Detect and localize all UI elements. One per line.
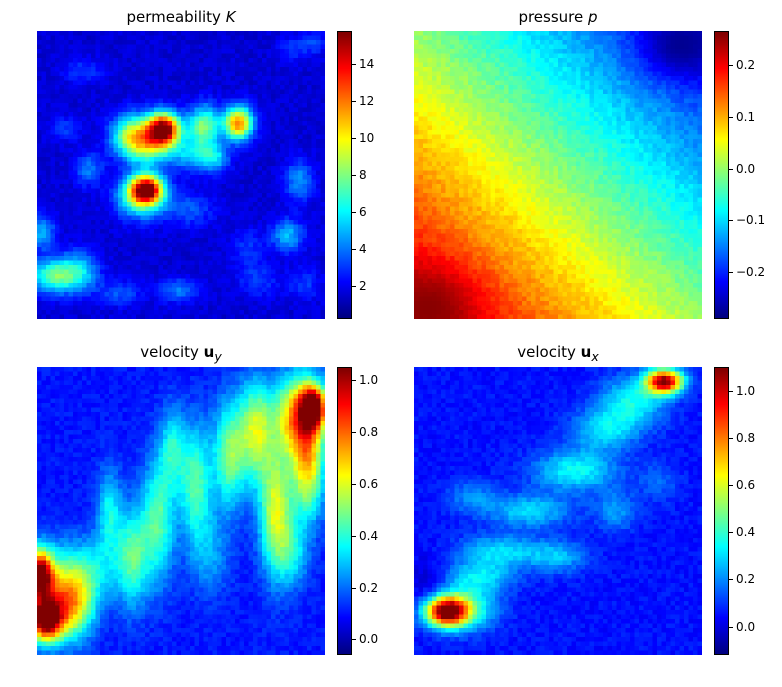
- colorbar-tick: [352, 138, 356, 139]
- colorbar-tick: [352, 432, 356, 433]
- title-subscript: y: [214, 349, 222, 364]
- title-var: p: [588, 8, 598, 26]
- colorbar-tick-label: 0.0: [359, 632, 379, 646]
- colorbar-tick-label: 0.2: [736, 58, 756, 72]
- colorbar-tick-label: 6: [359, 205, 367, 219]
- colorbar-tick: [352, 175, 356, 176]
- colorbar-pressure: [714, 31, 729, 319]
- colorbar-tick-label: 10: [359, 131, 375, 145]
- colorbar-tick: [352, 286, 356, 287]
- colorbar-tick: [352, 536, 356, 537]
- title-var: u: [580, 343, 592, 361]
- colorbar-tick: [729, 220, 733, 221]
- title-text: permeability: [126, 8, 226, 26]
- colorbar-tick-label: 0.4: [359, 529, 379, 543]
- colorbar-tick: [352, 639, 356, 640]
- heatmap-velocity-ux: [414, 367, 702, 655]
- colorbar-tick-label: 0.0: [736, 162, 756, 176]
- colorbar-tick: [729, 117, 733, 118]
- colorbar-velocity-uy: [337, 367, 352, 655]
- colorbar-tick-label: −0.2: [736, 265, 766, 279]
- colorbar-tick-label: 0.2: [736, 572, 756, 586]
- colorbar-tick: [352, 249, 356, 250]
- colorbar-tick-label: 0.6: [736, 478, 756, 492]
- title-text: pressure: [518, 8, 589, 26]
- colorbar-tick: [729, 438, 733, 439]
- colorbar-velocity-ux: [714, 367, 729, 655]
- colorbar-tick-label: 0.8: [359, 425, 379, 439]
- colorbar-tick: [729, 485, 733, 486]
- colorbar-tick: [729, 627, 733, 628]
- colorbar-tick-label: 4: [359, 242, 367, 256]
- colorbar-tick: [729, 579, 733, 580]
- chart-title-permeability: permeability K: [37, 8, 325, 26]
- heatmap-velocity-uy: [37, 367, 325, 655]
- colorbar-tick-label: −0.1: [736, 213, 766, 227]
- colorbar-tick-label: 12: [359, 94, 375, 108]
- colorbar-tick: [729, 65, 733, 66]
- heatmap-permeability: [37, 31, 325, 319]
- colorbar-tick-label: 0.6: [359, 477, 379, 491]
- colorbar-tick: [729, 169, 733, 170]
- chart-title-pressure: pressure p: [414, 8, 702, 26]
- colorbar-tick-label: 0.2: [359, 581, 379, 595]
- colorbar-tick-label: 14: [359, 57, 375, 71]
- colorbar-tick: [352, 380, 356, 381]
- colorbar-tick: [352, 484, 356, 485]
- chart-title-velocity-uy: velocity uy: [37, 343, 325, 364]
- colorbar-tick: [729, 391, 733, 392]
- colorbar-tick-label: 0.8: [736, 431, 756, 445]
- colorbar-tick-label: 1.0: [359, 373, 379, 387]
- title-text: velocity: [140, 343, 204, 361]
- colorbar-tick-label: 8: [359, 168, 367, 182]
- colorbar-tick-label: 0.1: [736, 110, 756, 124]
- chart-title-velocity-ux: velocity ux: [414, 343, 702, 364]
- colorbar-permeability: [337, 31, 352, 319]
- title-text: velocity: [517, 343, 581, 361]
- colorbar-tick: [352, 64, 356, 65]
- title-var: u: [203, 343, 215, 361]
- colorbar-tick: [352, 588, 356, 589]
- colorbar-tick-label: 0.0: [736, 620, 756, 634]
- colorbar-tick: [352, 212, 356, 213]
- heatmap-pressure: [414, 31, 702, 319]
- colorbar-tick-label: 1.0: [736, 384, 756, 398]
- colorbar-tick: [729, 532, 733, 533]
- title-subscript: x: [591, 349, 599, 364]
- colorbar-tick: [352, 101, 356, 102]
- colorbar-tick: [729, 272, 733, 273]
- title-var: K: [225, 8, 236, 26]
- colorbar-tick-label: 2: [359, 279, 367, 293]
- colorbar-tick-label: 0.4: [736, 525, 756, 539]
